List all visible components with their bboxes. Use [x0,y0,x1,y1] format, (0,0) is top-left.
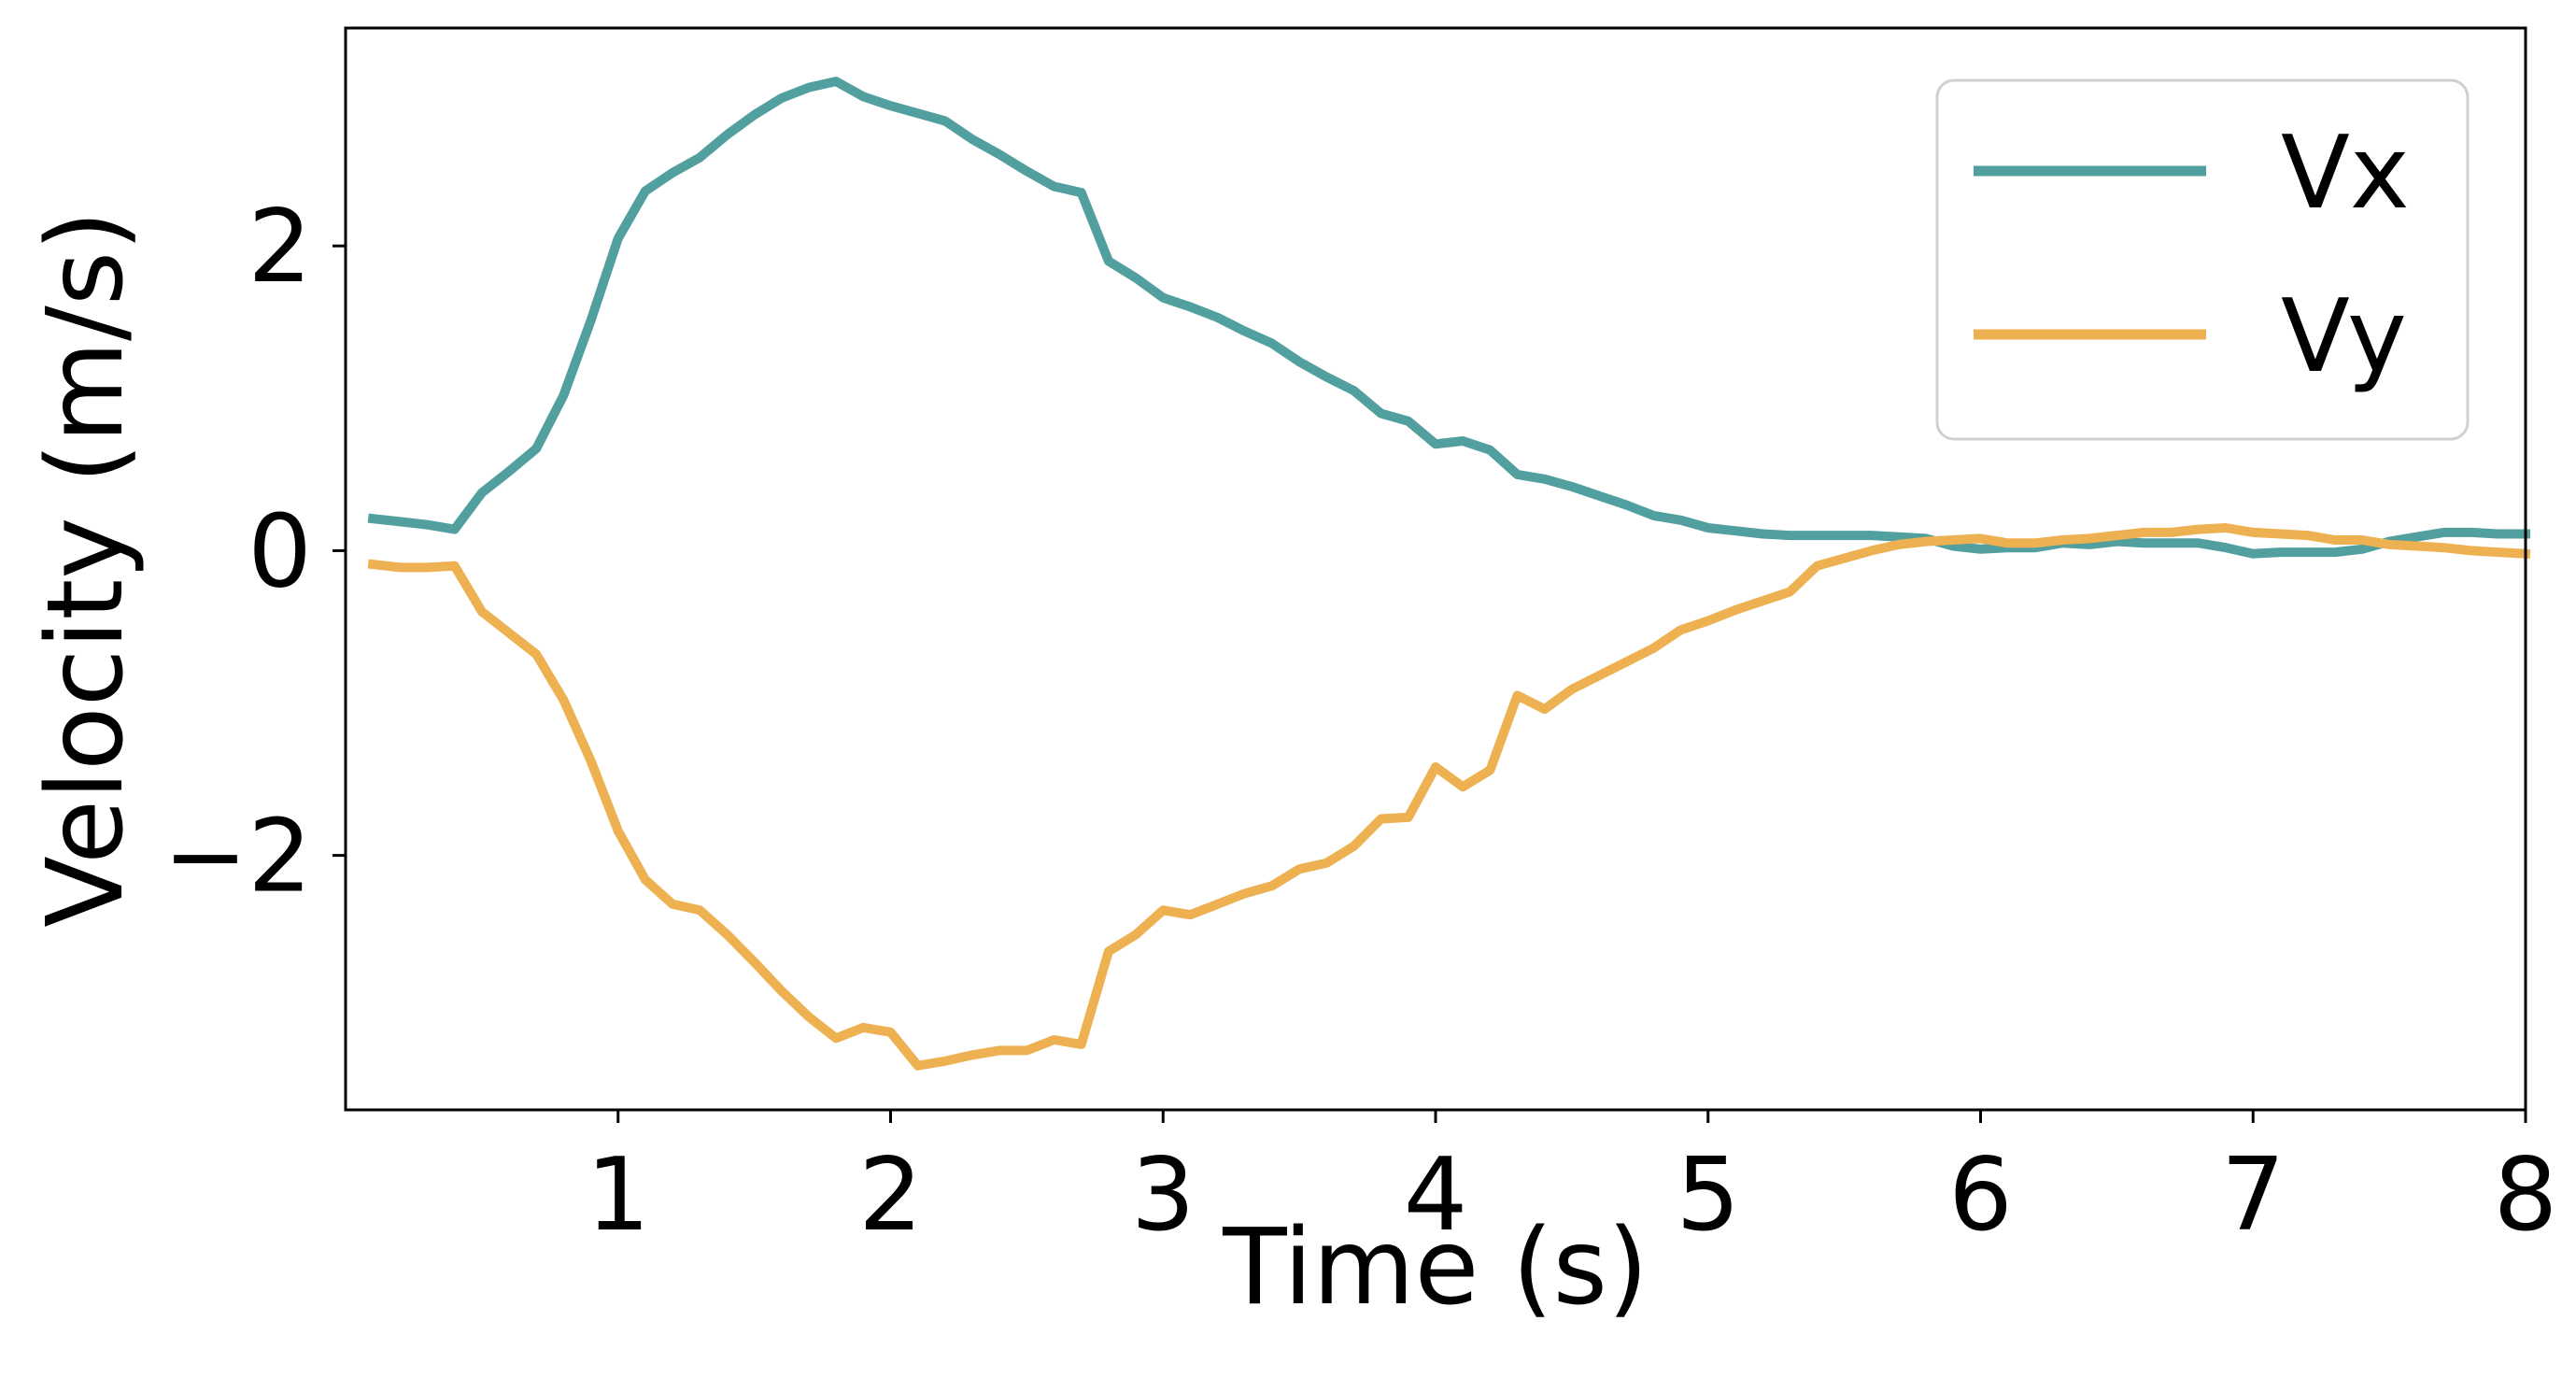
y-ticks: 2 0 −2 [163,189,346,916]
x-axis-title: Time (s) [1222,1207,1648,1328]
x-ticks: 1 2 3 4 5 6 7 8 [586,1110,2557,1254]
x-tick-label: 1 [586,1137,650,1254]
legend-label-vy: Vy [2281,278,2407,395]
x-tick-label: 7 [2221,1137,2286,1254]
series-line-vy [367,523,2531,1071]
x-tick-label: 4 [1404,1137,1468,1254]
x-tick-label: 8 [2494,1137,2558,1254]
x-tick-label: 6 [1948,1137,2013,1254]
y-tick-label: −2 [163,799,312,916]
x-tick-label: 5 [1676,1137,1740,1254]
y-tick-label: 2 [248,189,312,305]
legend-label-vx: Vx [2281,115,2410,232]
y-tick-label: 0 [248,493,312,610]
legend: Vx Vy [1935,78,2470,441]
series-layer [367,77,2531,1071]
series-line-vx [367,77,2530,559]
x-tick-label: 3 [1131,1137,1196,1254]
x-tick-label: 2 [858,1137,923,1254]
y-axis-title: Velocity (m/s) [25,210,147,928]
